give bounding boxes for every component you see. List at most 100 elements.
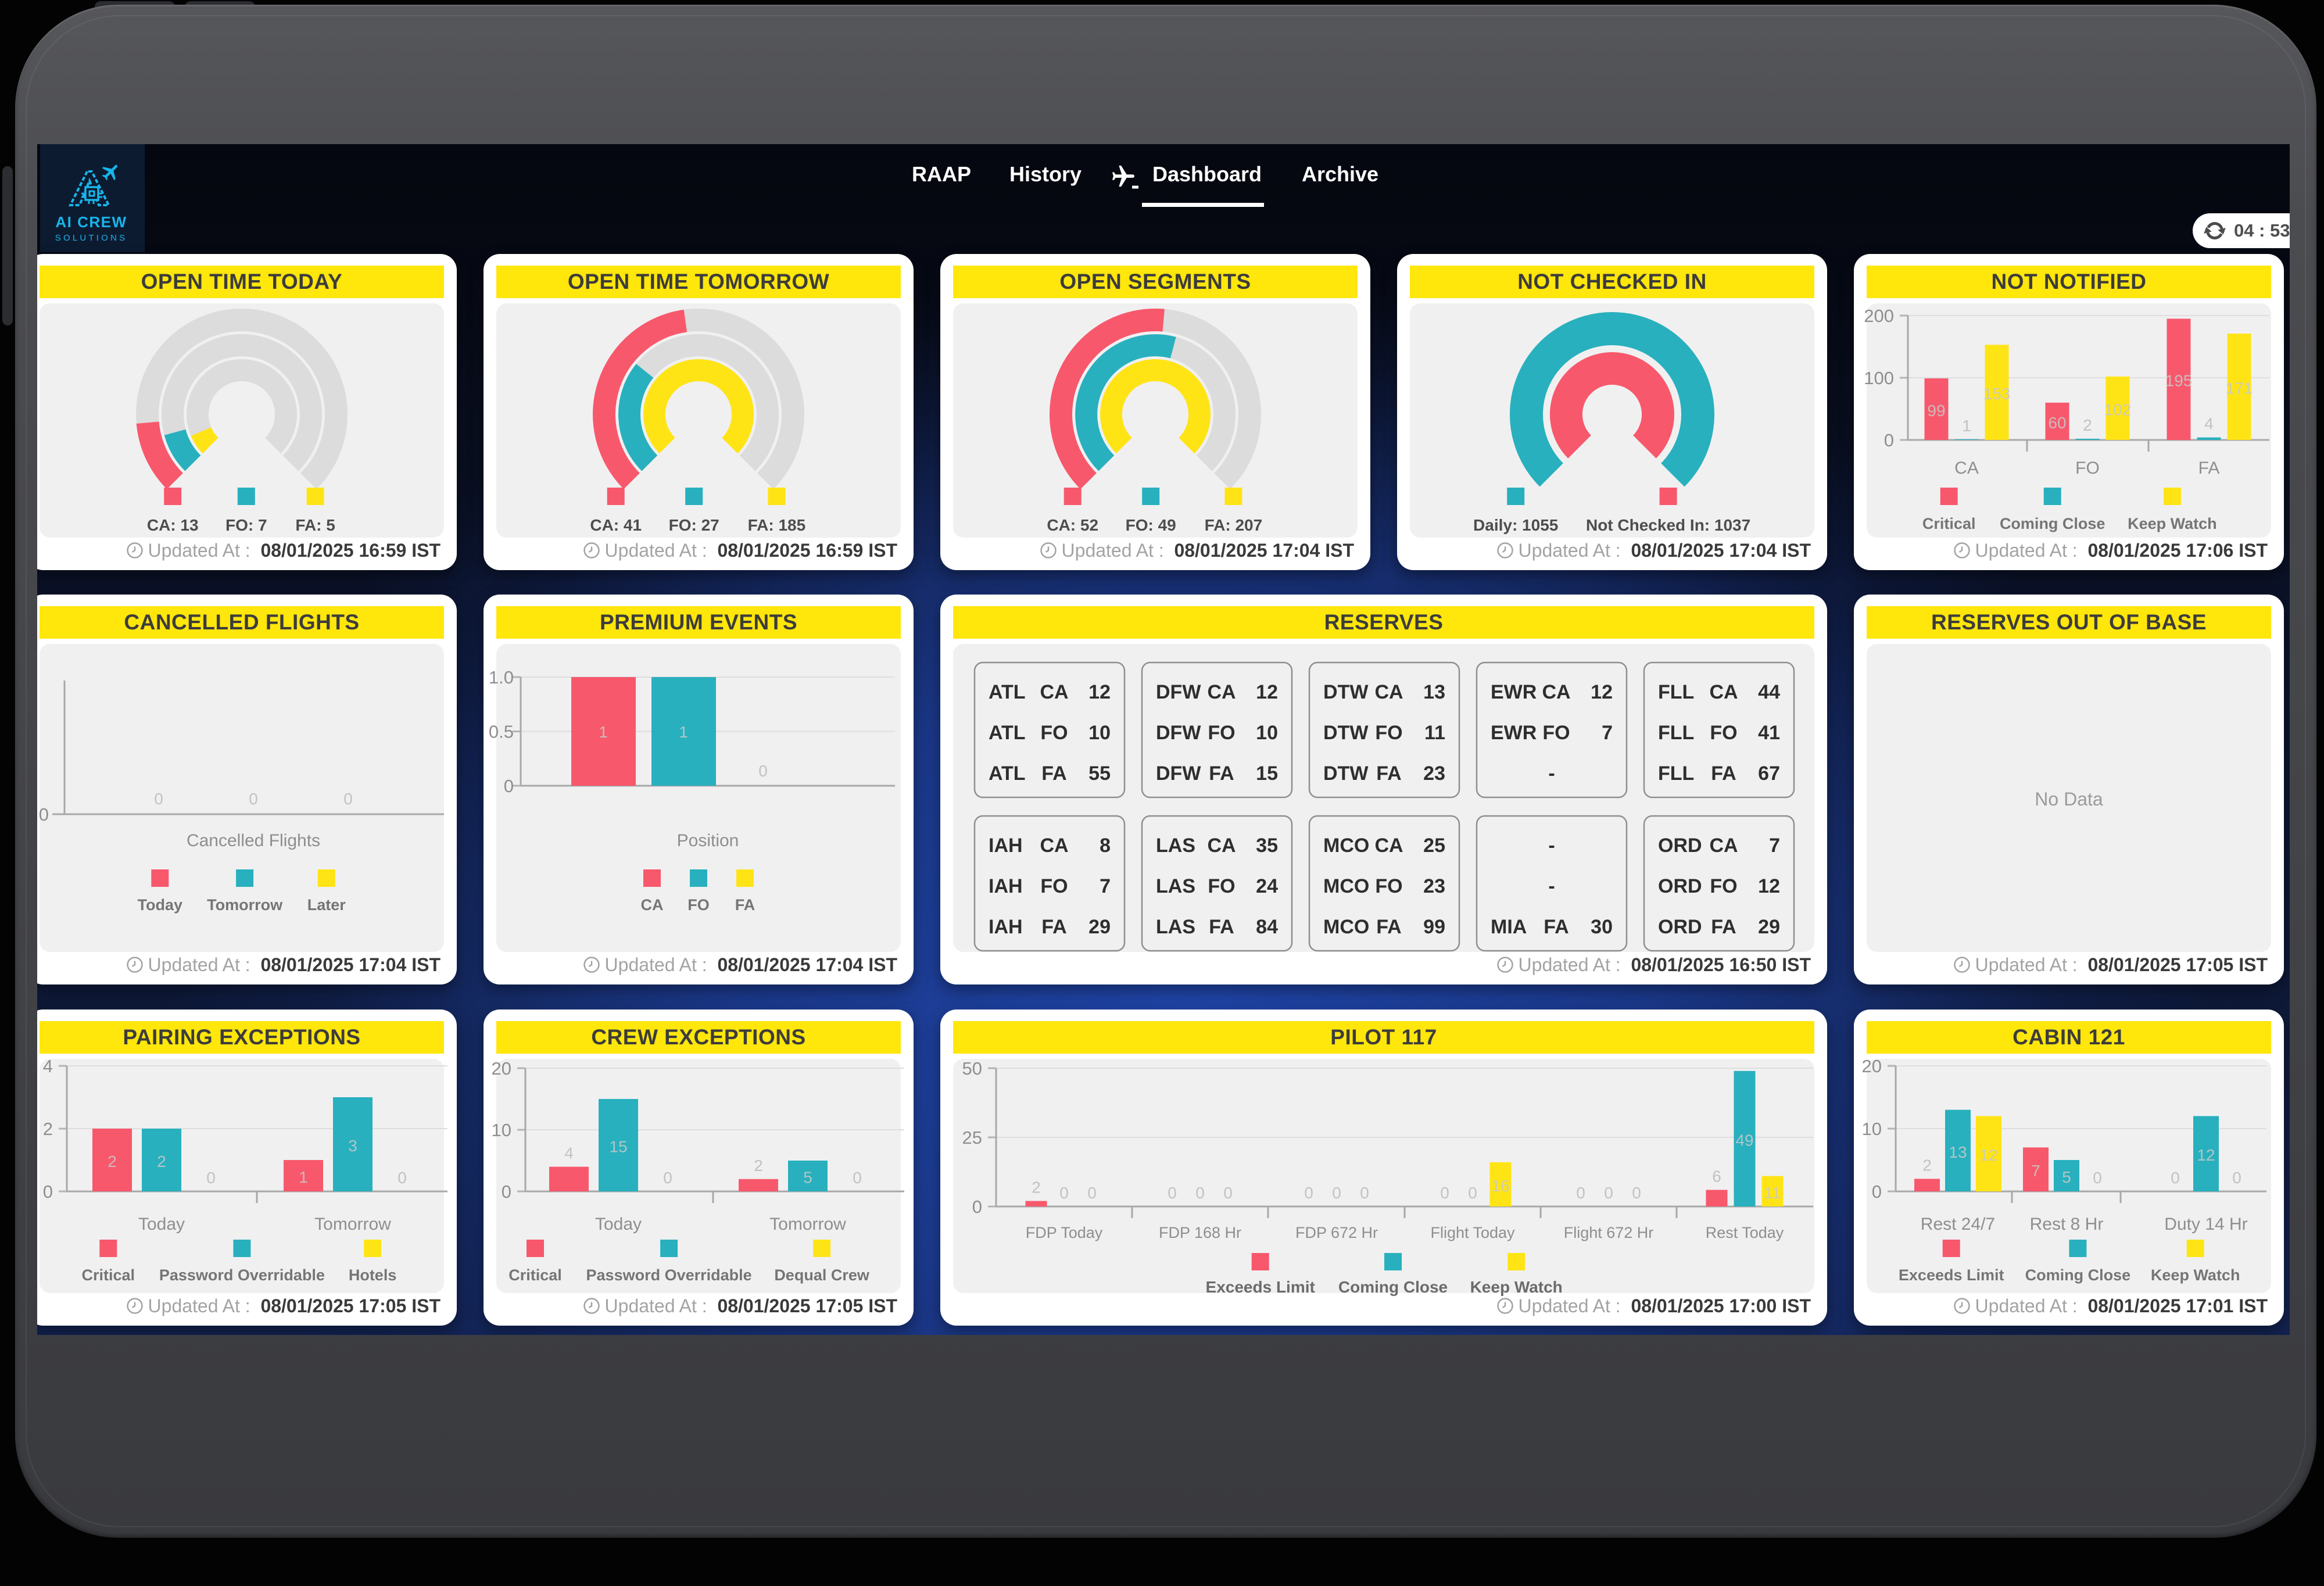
svg-text:FO: 49: FO: 49	[1126, 516, 1176, 534]
svg-text:0: 0	[1087, 1184, 1097, 1202]
svg-text:0: 0	[206, 1169, 216, 1187]
svg-text:Coming Close: Coming Close	[2025, 1266, 2131, 1284]
svg-text:IAH: IAH	[989, 916, 1023, 938]
svg-text:Today: Today	[138, 1215, 185, 1234]
svg-text:Position: Position	[677, 831, 739, 850]
svg-text:FA: 207: FA: 207	[1205, 516, 1263, 534]
svg-text:5: 5	[803, 1169, 812, 1187]
svg-text:0: 0	[43, 1182, 53, 1202]
svg-text:DFW: DFW	[1156, 681, 1201, 703]
svg-text:Password Overridable: Password Overridable	[586, 1266, 752, 1284]
svg-text:IAH: IAH	[989, 875, 1023, 897]
svg-text:Keep Watch: Keep Watch	[2151, 1266, 2240, 1284]
svg-text:30: 30	[1591, 916, 1613, 938]
svg-text:7: 7	[1602, 722, 1613, 744]
svg-text:1: 1	[679, 723, 688, 741]
svg-text:FO: FO	[1375, 722, 1402, 744]
svg-text:CA: CA	[1040, 681, 1068, 703]
svg-text:0: 0	[1223, 1184, 1233, 1202]
svg-text:0: 0	[1168, 1184, 1177, 1202]
svg-text:CA: CA	[1207, 835, 1236, 857]
svg-text:FO: FO	[1542, 722, 1570, 744]
svg-text:IAH: IAH	[989, 835, 1023, 857]
svg-text:7: 7	[1100, 875, 1111, 897]
svg-text:5: 5	[2062, 1168, 2071, 1186]
svg-text:12: 12	[1591, 681, 1613, 703]
svg-text:Daily: 1055: Daily: 1055	[1473, 516, 1558, 534]
svg-text:12: 12	[1979, 1146, 1997, 1164]
svg-text:Dequal Crew: Dequal Crew	[774, 1266, 870, 1284]
svg-text:CA: CA	[1709, 681, 1738, 703]
svg-text:FA: FA	[1376, 916, 1401, 938]
svg-text:FO: 7: FO: 7	[225, 516, 267, 534]
svg-text:10: 10	[1862, 1119, 1882, 1139]
svg-text:0: 0	[1440, 1184, 1449, 1202]
svg-text:ORD: ORD	[1658, 916, 1702, 938]
svg-text:153: 153	[1983, 385, 2011, 403]
svg-text:6: 6	[1712, 1167, 1721, 1185]
svg-text:23: 23	[1423, 875, 1445, 897]
svg-text:0: 0	[249, 790, 258, 808]
svg-text:0: 0	[1872, 1182, 1882, 1202]
svg-text:CA: CA	[1709, 835, 1738, 857]
svg-text:44: 44	[1758, 681, 1780, 703]
svg-text:CA: 13: CA: 13	[147, 516, 199, 534]
svg-text:FDP 168 Hr: FDP 168 Hr	[1159, 1224, 1241, 1241]
svg-text:-: -	[1548, 875, 1555, 897]
svg-text:AI CREW: AI CREW	[55, 213, 127, 231]
svg-text:2: 2	[43, 1119, 53, 1139]
svg-text:-: -	[1548, 835, 1555, 857]
svg-text:CA: CA	[1040, 835, 1068, 857]
svg-text:DTW: DTW	[1323, 762, 1369, 785]
svg-text:0: 0	[504, 776, 514, 796]
svg-text:20: 20	[492, 1059, 511, 1079]
svg-text:ORD: ORD	[1658, 835, 1702, 857]
svg-text:Flight Today: Flight Today	[1430, 1224, 1515, 1241]
svg-text:FA: FA	[2198, 459, 2220, 478]
svg-text:0: 0	[853, 1169, 862, 1187]
svg-text:CA: 41: CA: 41	[590, 516, 642, 534]
svg-text:23: 23	[1423, 762, 1445, 785]
svg-text:2: 2	[1032, 1179, 1041, 1197]
svg-text:Password Overridable: Password Overridable	[159, 1266, 325, 1284]
svg-text:FO: FO	[1208, 875, 1235, 897]
svg-text:4: 4	[43, 1059, 53, 1076]
svg-text:Not Checked In: 1037: Not Checked In: 1037	[1586, 516, 1750, 534]
svg-text:41: 41	[1758, 722, 1780, 744]
svg-text:0: 0	[1632, 1184, 1641, 1202]
svg-text:Exceeds Limit: Exceeds Limit	[1899, 1266, 2004, 1284]
svg-text:100: 100	[1864, 368, 1894, 388]
svg-text:195: 195	[2165, 372, 2193, 390]
svg-text:FO: FO	[1710, 875, 1737, 897]
svg-text:FDP 672 Hr: FDP 672 Hr	[1295, 1224, 1378, 1241]
svg-text:0: 0	[663, 1169, 672, 1187]
svg-text:0: 0	[2232, 1169, 2241, 1187]
svg-text:Rest 8 Hr: Rest 8 Hr	[2030, 1215, 2104, 1234]
svg-text:13: 13	[1423, 681, 1445, 703]
svg-text:0: 0	[1604, 1184, 1613, 1202]
svg-text:FA: 5: FA: 5	[295, 516, 335, 534]
svg-text:12: 12	[1758, 875, 1780, 897]
svg-text:FLL: FLL	[1658, 681, 1694, 703]
svg-text:102: 102	[2104, 400, 2132, 418]
svg-text:99: 99	[1423, 916, 1445, 938]
svg-text:Critical: Critical	[82, 1266, 135, 1284]
svg-text:1.0: 1.0	[489, 667, 514, 688]
svg-text:Later: Later	[307, 896, 346, 914]
svg-text:10: 10	[1088, 722, 1111, 744]
svg-text:-: -	[1548, 762, 1555, 785]
svg-text:25: 25	[962, 1127, 982, 1148]
svg-text:84: 84	[1256, 916, 1278, 938]
svg-text:SOLUTIONS: SOLUTIONS	[55, 233, 127, 243]
svg-text:0: 0	[343, 790, 353, 808]
svg-text:FA: FA	[1711, 916, 1736, 938]
svg-text:12: 12	[1088, 681, 1111, 703]
svg-text:0: 0	[1884, 430, 1894, 450]
svg-text:Duty 14 Hr: Duty 14 Hr	[2164, 1215, 2247, 1234]
svg-text:25: 25	[1423, 835, 1445, 857]
svg-text:20: 20	[1862, 1059, 1882, 1076]
svg-text:0: 0	[398, 1169, 407, 1187]
svg-text:0: 0	[1468, 1184, 1477, 1202]
svg-text:Today: Today	[595, 1215, 642, 1234]
svg-text:FO: FO	[1040, 722, 1068, 744]
